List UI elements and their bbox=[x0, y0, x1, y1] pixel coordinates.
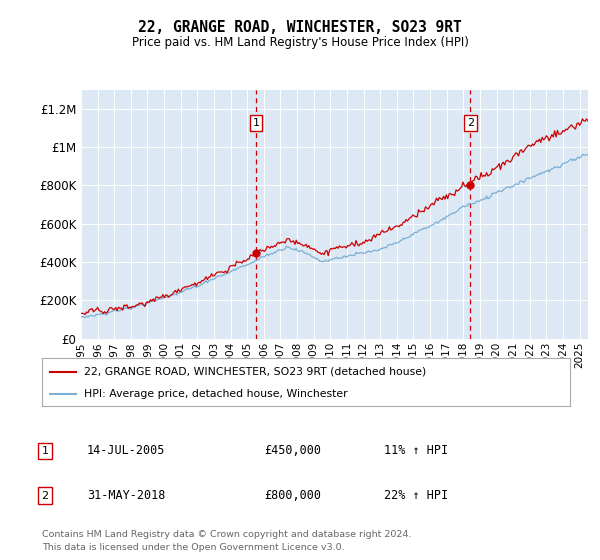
Text: 2: 2 bbox=[41, 491, 49, 501]
Text: This data is licensed under the Open Government Licence v3.0.: This data is licensed under the Open Gov… bbox=[42, 543, 344, 552]
Text: 11% ↑ HPI: 11% ↑ HPI bbox=[384, 444, 448, 458]
Text: 31-MAY-2018: 31-MAY-2018 bbox=[87, 489, 166, 502]
Text: 14-JUL-2005: 14-JUL-2005 bbox=[87, 444, 166, 458]
Text: 22, GRANGE ROAD, WINCHESTER, SO23 9RT (detached house): 22, GRANGE ROAD, WINCHESTER, SO23 9RT (d… bbox=[84, 367, 427, 377]
Text: £800,000: £800,000 bbox=[264, 489, 321, 502]
Text: HPI: Average price, detached house, Winchester: HPI: Average price, detached house, Winc… bbox=[84, 389, 348, 399]
Text: Price paid vs. HM Land Registry's House Price Index (HPI): Price paid vs. HM Land Registry's House … bbox=[131, 36, 469, 49]
Text: 22, GRANGE ROAD, WINCHESTER, SO23 9RT: 22, GRANGE ROAD, WINCHESTER, SO23 9RT bbox=[138, 20, 462, 35]
Text: 1: 1 bbox=[41, 446, 49, 456]
Text: 1: 1 bbox=[253, 118, 260, 128]
Text: Contains HM Land Registry data © Crown copyright and database right 2024.: Contains HM Land Registry data © Crown c… bbox=[42, 530, 412, 539]
Text: 22% ↑ HPI: 22% ↑ HPI bbox=[384, 489, 448, 502]
Text: 2: 2 bbox=[467, 118, 474, 128]
Text: £450,000: £450,000 bbox=[264, 444, 321, 458]
